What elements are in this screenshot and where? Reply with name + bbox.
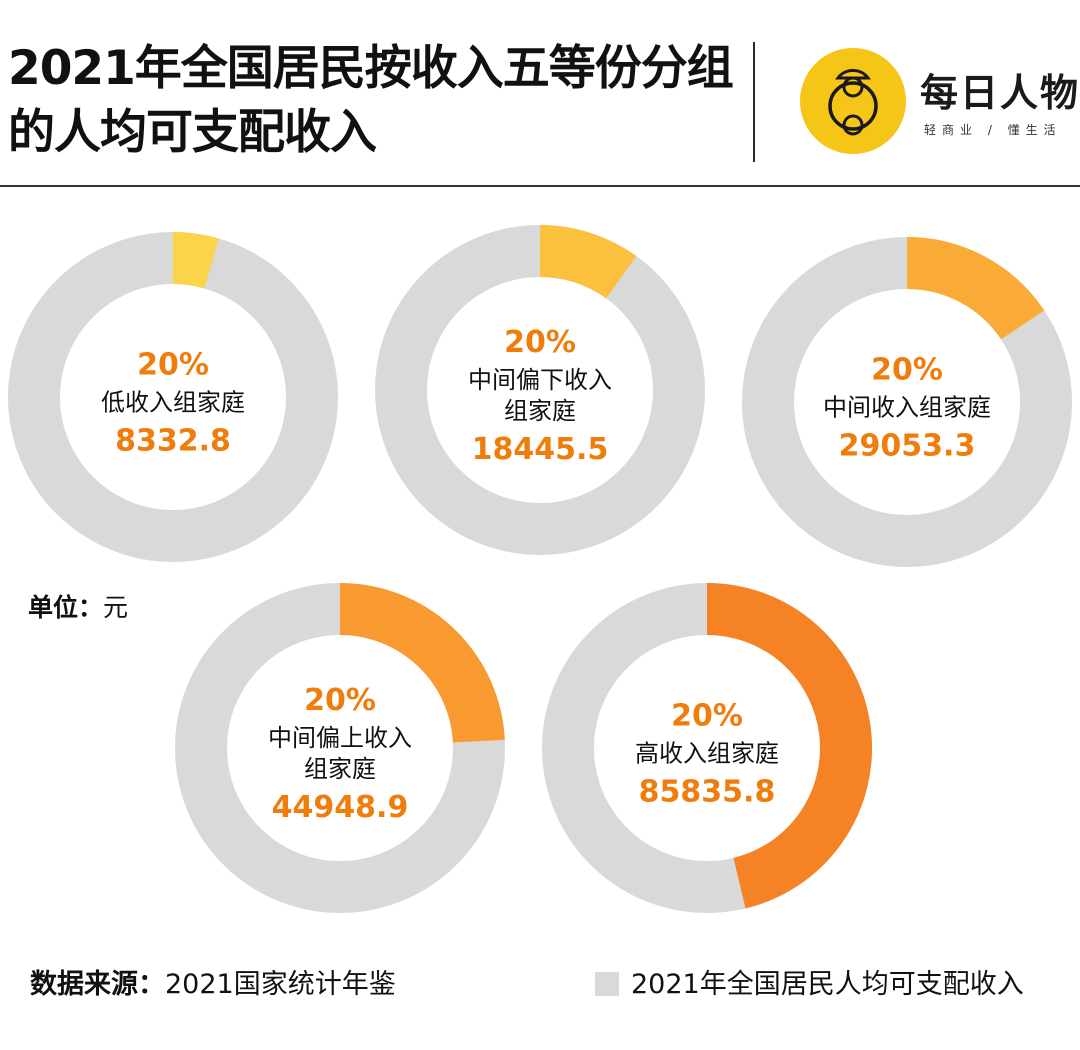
donut-3: 20% 中间收入组家庭 29053.3 <box>742 237 1072 567</box>
group-name-1: 低收入组家庭 <box>101 389 245 417</box>
brand-logo-mark-top-ring <box>842 76 864 98</box>
brand-tagline: 轻商业 / 懂生活 <box>924 123 1062 137</box>
unit-label: 单位： <box>28 593 104 622</box>
donut-slice-4 <box>339 583 505 744</box>
value-label-5: 85835.8 <box>639 775 776 810</box>
donut-1: 20% 低收入组家庭 8332.8 <box>8 232 338 562</box>
share-label-1: 20% <box>137 348 209 383</box>
legend-swatch <box>595 972 619 996</box>
share-label-2: 20% <box>504 325 576 360</box>
value-label-3: 29053.3 <box>839 429 976 464</box>
header-divider <box>753 42 755 162</box>
unit-value: 元 <box>103 593 129 622</box>
group-name-4-line-1: 中间偏上收入 <box>268 724 412 752</box>
group-name-5: 高收入组家庭 <box>635 740 779 768</box>
brand-logo-mark-bottom-ring <box>842 114 864 136</box>
group-name-2-line-1: 中间偏下收入 <box>468 366 612 394</box>
donut-slice-1 <box>172 232 219 289</box>
data-source: 数据来源：2021国家统计年鉴 <box>30 962 396 1001</box>
data-source-value: 2021国家统计年鉴 <box>165 969 396 1000</box>
share-label-4: 20% <box>304 683 376 718</box>
value-label-2: 18445.5 <box>472 432 609 467</box>
header-rule <box>0 185 1080 187</box>
unit-note: 单位：元 <box>28 588 128 624</box>
group-name-2-line-2: 组家庭 <box>504 397 576 425</box>
brand-logo-badge <box>800 48 906 154</box>
data-source-label: 数据来源： <box>30 969 165 1000</box>
brand-logo-mark-face <box>828 81 878 131</box>
donut-slice-3 <box>906 237 1045 341</box>
donut-slice-2 <box>539 225 637 299</box>
donut-5: 20% 高收入组家庭 85835.8 <box>542 583 872 913</box>
share-label-5: 20% <box>671 699 743 734</box>
brand-name: 每日人物 <box>920 71 1080 115</box>
group-name-3: 中间收入组家庭 <box>823 394 991 422</box>
donut-slice-5 <box>706 583 872 909</box>
share-label-3: 20% <box>871 353 943 388</box>
chart-title-line-1: 2021年全国居民按收入五等份分组 <box>8 41 734 96</box>
value-label-4: 44948.9 <box>272 790 409 825</box>
chart-title-line-2: 的人均可支配收入 <box>8 105 377 160</box>
value-label-1: 8332.8 <box>115 424 231 459</box>
brand-logo-mark-top <box>835 69 871 80</box>
legend-label: 2021年全国居民人均可支配收入 <box>631 969 1024 1000</box>
brand-logo-icon <box>800 48 906 154</box>
group-name-4-line-2: 组家庭 <box>304 755 376 783</box>
legend: 2021年全国居民人均可支配收入 <box>595 962 1024 1001</box>
